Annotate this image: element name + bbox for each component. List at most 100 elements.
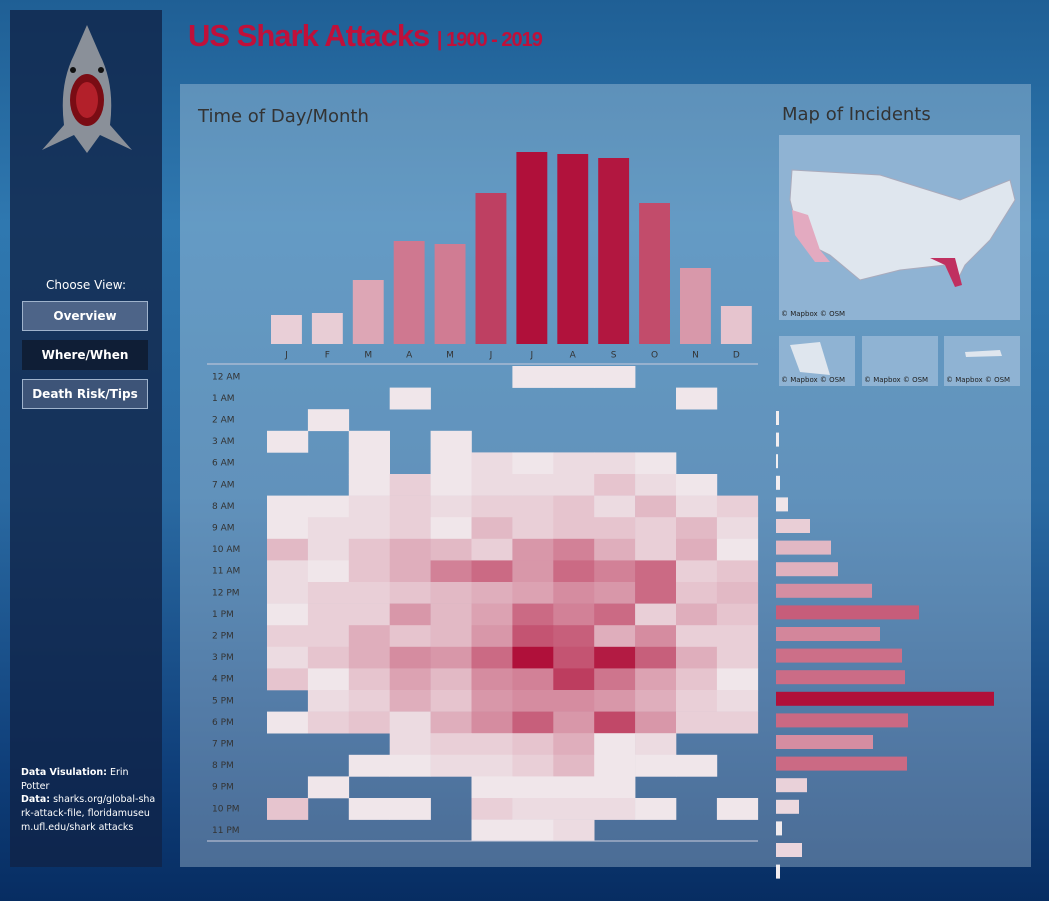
heat-cell <box>471 690 513 712</box>
heat-cell <box>716 603 759 626</box>
heat-cell <box>430 668 472 691</box>
y-tick-label: 1 PM <box>212 610 234 620</box>
credit-name: Erin Potter <box>21 767 129 792</box>
bar <box>434 244 466 344</box>
heat-cell <box>512 754 554 777</box>
heat-cell <box>471 452 513 475</box>
view-button[interactable]: Where/When <box>22 340 148 370</box>
heat-cell <box>348 646 390 669</box>
heat-cell <box>471 603 513 626</box>
x-tick-label: A <box>406 351 413 361</box>
heat-cell <box>594 733 636 756</box>
heat-cell <box>635 711 677 734</box>
y-tick-label: 11 AM <box>212 567 240 577</box>
map: © Mapbox © OSM © Mapbox © OSM © Mapbox ©… <box>779 135 1020 386</box>
y-tick-label: 8 AM <box>212 502 235 512</box>
heat-cell <box>594 754 636 777</box>
heat-cell <box>389 625 431 648</box>
heat-cell <box>348 582 390 604</box>
heat-cell <box>676 754 718 777</box>
hbar <box>776 519 810 533</box>
heat-cell <box>594 690 636 712</box>
heat-cell <box>307 582 350 604</box>
heat-cell <box>471 560 513 583</box>
heat-cell <box>471 711 513 734</box>
heat-cell <box>430 474 472 496</box>
heat-cell <box>716 711 759 734</box>
x-tick-label: D <box>733 351 740 361</box>
heat-cell <box>389 754 431 777</box>
heat-cell <box>267 646 309 669</box>
heat-cell <box>389 474 431 496</box>
x-tick-label: N <box>692 351 699 361</box>
heat-cell <box>553 495 595 518</box>
view-button[interactable]: Overview <box>22 301 148 331</box>
heat-cell <box>594 495 636 518</box>
y-tick-label: 10 PM <box>212 804 240 814</box>
heat-cell <box>267 430 309 453</box>
title: US Shark Attacks | 1900 - 2019 <box>188 18 543 54</box>
map-credit: © Mapbox © OSM <box>781 310 845 318</box>
heat-cell <box>430 754 472 777</box>
heat-cell <box>512 733 554 756</box>
heat-cell <box>267 668 309 691</box>
bar <box>720 306 752 344</box>
heat-cell <box>512 625 554 648</box>
heat-cell <box>471 495 513 518</box>
heat-cell <box>512 452 554 475</box>
heat-cell <box>348 668 390 691</box>
heat-cell <box>594 798 636 820</box>
heat-cell <box>348 430 390 453</box>
heat-cell <box>471 646 513 669</box>
heat-cell <box>635 538 677 561</box>
hbar <box>776 756 907 771</box>
heat-cell <box>676 582 718 604</box>
heat-cell <box>635 603 677 626</box>
bar <box>639 203 670 344</box>
heat-cell <box>348 711 390 734</box>
data-credit: Data: sharks.org/global-shark-attack-fil… <box>21 793 159 835</box>
heat-cell <box>389 560 431 583</box>
heat-cell <box>635 690 677 712</box>
heat-cell <box>307 776 350 799</box>
heat-cell <box>348 452 390 475</box>
heat-cell <box>430 495 472 518</box>
heat-cell <box>471 668 513 691</box>
y-tick-label: 4 PM <box>212 675 234 685</box>
heat-cell <box>307 646 350 669</box>
heat-cell <box>267 603 309 626</box>
heat-cell <box>348 603 390 626</box>
heat-cell <box>676 625 718 648</box>
heat-cell <box>389 582 431 604</box>
hbar <box>776 843 802 857</box>
heat-cell <box>553 560 595 583</box>
heat-cell <box>430 560 472 583</box>
y-tick-label: 5 PM <box>212 696 234 706</box>
title-years: | 1900 - 2019 <box>436 29 543 51</box>
heat-cell <box>307 625 350 648</box>
heat-cell <box>307 517 350 540</box>
heat-cell <box>635 452 677 475</box>
heat-cell <box>471 819 513 842</box>
heat-cell <box>635 668 677 691</box>
heat-cell <box>430 538 472 561</box>
heat-cell <box>512 646 554 669</box>
heat-cell <box>594 711 636 734</box>
heat-cell <box>348 690 390 712</box>
heat-cell <box>512 690 554 712</box>
heat-cell <box>594 474 636 496</box>
heat-cell <box>512 798 554 820</box>
heat-cell <box>430 690 472 712</box>
view-button[interactable]: Death Risk/Tips <box>22 379 148 409</box>
y-tick-label: 12 AM <box>212 372 240 382</box>
heat-cell <box>635 754 677 777</box>
heat-cell <box>389 495 431 518</box>
y-tick-label: 10 AM <box>212 545 240 555</box>
credit-label: Data Visulation: <box>21 767 107 778</box>
heat-cell <box>307 690 350 712</box>
bar <box>271 315 302 344</box>
heat-cell <box>512 668 554 691</box>
heat-cell <box>676 690 718 712</box>
y-tick-label: 2 AM <box>212 416 235 426</box>
heat-cell <box>430 582 472 604</box>
